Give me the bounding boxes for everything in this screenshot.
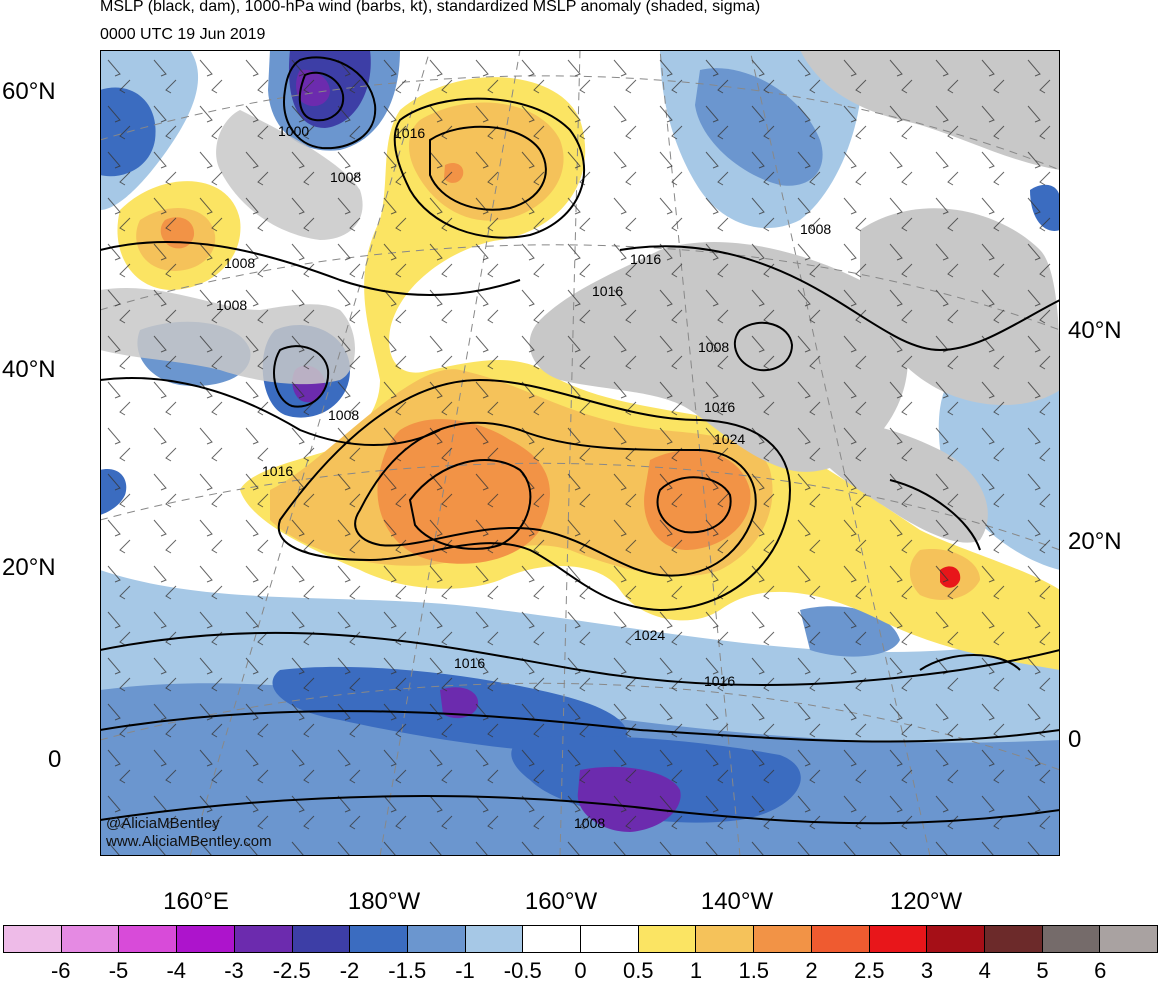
colorbar-swatch [292,926,351,952]
colorbar-swatch [4,926,62,952]
colorbar-swatch [869,926,928,952]
lat-label-0-right: 0 [1068,726,1082,753]
lat-label-40n-right: 40°N [1068,317,1122,344]
colorbar-swatch [407,926,466,952]
isobars [100,56,1060,825]
colorbar-swatch [638,926,697,952]
lon-label-160e: 160°E [163,888,229,915]
isobar-label: 1016 [704,399,735,415]
colorbar-label: -1 [455,958,475,983]
colorbar-swatch [523,926,582,952]
isobar-label: 1016 [704,673,735,689]
colorbar-label: -1.5 [388,958,427,983]
isobar-label: 1024 [714,431,745,447]
isobar-label: 1016 [454,655,485,671]
lat-label-0: 0 [48,746,62,773]
colorbar-label: -0.5 [503,958,542,983]
anomaly-colorbar [3,925,1158,953]
isobar-label: 1008 [574,815,605,831]
colorbar-label: 0.5 [622,958,654,983]
colorbar-label: 5 [1036,958,1049,983]
colorbar-swatch [927,926,985,952]
colorbar-label: 6 [1094,958,1107,983]
colorbar-label: 1.5 [738,958,770,983]
colorbar-label: -2 [339,958,360,983]
colorbar-swatch [811,926,870,952]
lon-label-120w: 120°W [889,888,963,915]
colorbar-labels: -6 -5 -4 -3 -2.5 -2 -1.5 -1 -0.5 0 0.5 1 1.5 2 2.5 3 4 5 6 [0,958,1160,983]
isobar-label: 1008 [800,221,831,237]
valid-time: 0000 UTC 19 Jun 2019 [100,26,266,43]
isobar-label: 1016 [592,283,623,299]
map-title: MSLP (black, dam), 1000-hPa wind (barbs,… [100,0,761,15]
map-border [100,50,1060,856]
colorbar-swatch [696,926,755,952]
credit-handle: @AliciaMBentley [106,815,220,832]
isobar-label: 1000 [278,123,309,139]
isobar-label: 1008 [698,339,729,355]
credit-website: www.AliciaMBentley.com [106,833,272,850]
isobar-label: 1008 [330,169,361,185]
isobar-label: 1008 [216,297,247,313]
isobar-label: 1024 [634,627,665,643]
colorbar-label: 2.5 [853,958,885,983]
anomaly-map: 1000 1016 1008 1008 1008 1008 1008 1016 … [100,50,1060,856]
isobar-label: 1008 [224,255,255,271]
colorbar-label: -6 [50,958,71,983]
colorbar-swatch [465,926,524,952]
colorbar-label: 4 [978,958,991,983]
isobar-label: 1016 [262,463,293,479]
colorbar-label: 3 [920,958,934,983]
lat-label-20n-right: 20°N [1068,528,1122,555]
lon-label-180w: 180°W [347,888,421,915]
colorbar-label: 0 [574,958,587,983]
colorbar-swatch [984,926,1043,952]
colorbar-swatch [754,926,812,952]
colorbar-label: -5 [108,958,129,983]
colorbar-swatch [1042,926,1101,952]
wind-barbs [100,50,1060,856]
lon-label-140w: 140°W [700,888,774,915]
colorbar-swatch [1100,926,1158,952]
isobar-label: 1016 [394,125,425,141]
colorbar-swatch [350,926,408,952]
lat-label-40n: 40°N [2,356,56,383]
lat-label-20n: 20°N [2,554,56,581]
lat-label-60n: 60°N [2,78,56,105]
lon-label-160w: 160°W [524,888,598,915]
colorbar-label: 2 [805,958,818,983]
colorbar-swatch [119,926,178,952]
colorbar-label: -4 [166,958,187,983]
colorbar-swatch [581,926,639,952]
colorbar-swatch [177,926,235,952]
isobar-label: 1008 [328,407,359,423]
colorbar-label: -2.5 [272,958,311,983]
colorbar-swatch [234,926,293,952]
colorbar-swatch [61,926,120,952]
isobar-labels: 1000 1016 1008 1008 1008 1008 1008 1016 … [216,123,831,831]
colorbar-label: 1 [689,958,703,983]
isobar-label: 1016 [630,251,661,267]
colorbar-label: -3 [224,958,244,983]
